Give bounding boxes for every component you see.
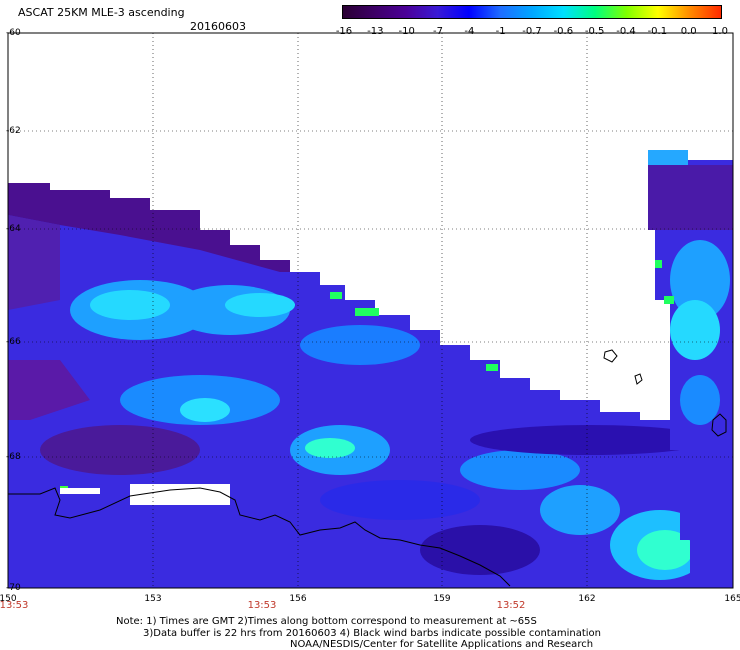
lon-tick-label: 150 — [0, 594, 17, 604]
colorbar-label: -0.7 — [522, 26, 542, 37]
lat-tick-label: -68 — [6, 452, 21, 462]
colorbar-label: -1 — [495, 26, 506, 37]
lon-tick-label: 159 — [433, 594, 451, 604]
colorbar-label: -16 — [335, 26, 353, 37]
lat-tick-label: -62 — [6, 126, 21, 136]
colorbar-label: -13 — [367, 26, 384, 37]
lon-tick-label: 165 — [724, 594, 740, 604]
colorbar-label: -0.1 — [647, 26, 668, 37]
colorbar-label: -10 — [398, 26, 415, 37]
time-label: 13:53 — [0, 600, 29, 611]
colorbar — [342, 5, 722, 19]
map-title: ASCAT 25KM MLE-3 ascending — [18, 6, 185, 19]
map-date: 20160603 — [190, 20, 246, 33]
colorbar-label: -0.6 — [553, 26, 574, 37]
colorbar-label: -7 — [433, 26, 443, 37]
grid — [8, 33, 733, 588]
note-line-1: Note: 1) Times are GMT 2)Times along bot… — [116, 616, 537, 627]
lon-tick-label: 156 — [289, 594, 307, 604]
lon-tick-label: 153 — [144, 594, 162, 604]
time-label: 13:52 — [496, 600, 526, 611]
time-label: 13:53 — [247, 600, 277, 611]
note-line-3: NOAA/NESDIS/Center for Satellite Applica… — [290, 639, 594, 650]
colorbar-label: -0.4 — [616, 26, 636, 37]
coastline — [8, 349, 727, 587]
colorbar-label: -4 — [464, 26, 475, 37]
colorbar-gradient — [343, 6, 721, 18]
lat-tick-label: -70 — [6, 583, 21, 593]
colorbar-label: 1.0 — [712, 26, 728, 37]
colorbar-label: -0.5 — [584, 26, 605, 37]
note-line-2: 3)Data buffer is 22 hrs from 20160603 4)… — [143, 628, 601, 639]
map-frame — [7, 32, 734, 589]
lon-tick-label: 162 — [578, 594, 596, 604]
lat-tick-label: -66 — [6, 337, 21, 347]
lat-tick-label: -60 — [6, 28, 21, 38]
swath-right — [648, 150, 733, 588]
lat-tick-label: -64 — [6, 224, 21, 234]
colorbar-label: 0.0 — [680, 26, 697, 37]
